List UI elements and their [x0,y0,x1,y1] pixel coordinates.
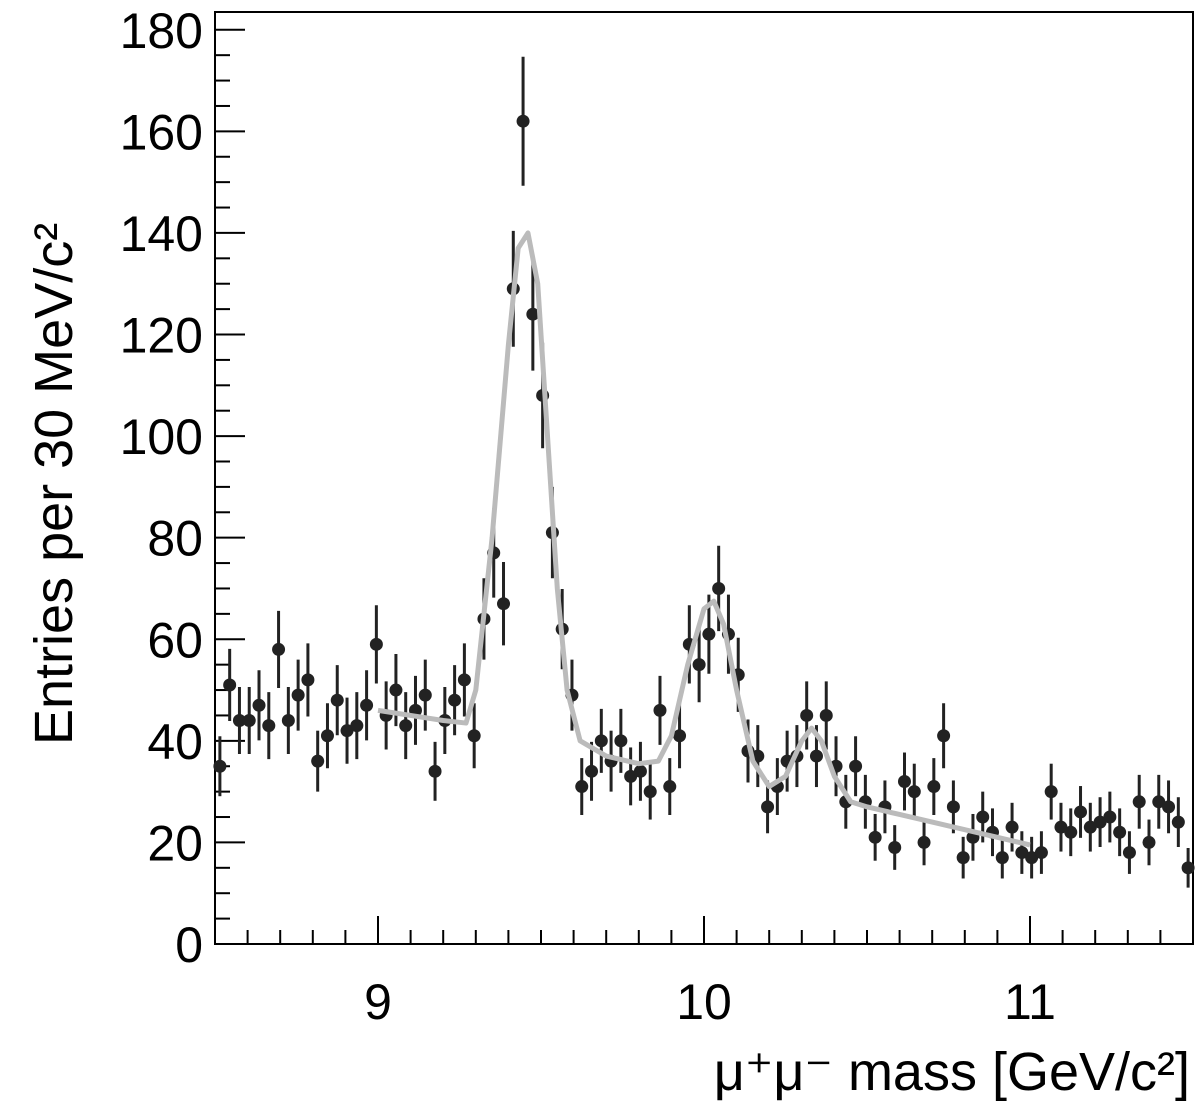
data-point [399,719,413,733]
x-axis-label: μ⁺μ⁻ mass [GeV/c²] [714,1042,1190,1102]
data-point [232,714,246,728]
data-point [761,800,775,814]
data-point [418,688,432,702]
data-point [1044,785,1058,799]
data-point [809,749,823,763]
data-point [927,780,941,794]
data-point [643,785,657,799]
x-tick-label: 9 [364,974,392,1030]
data-point [849,759,863,773]
y-tick-label: 40 [147,714,203,770]
data-point [389,683,403,697]
y-tick-label: 0 [175,917,203,973]
data-point [360,698,374,712]
x-tick-label: 11 [1004,974,1056,1030]
data-point [350,719,364,733]
data-point [1025,851,1039,865]
y-tick-label: 140 [120,206,203,262]
plot-frame [214,11,1194,945]
data-point [692,658,706,672]
data-point [330,693,344,707]
data-point [614,734,628,748]
data-point [262,719,276,733]
data-point [624,769,638,783]
data-point [301,673,315,687]
data-point [457,673,471,687]
data-point [526,307,540,321]
fit-curve [377,230,1031,848]
y-tick-label: 100 [120,409,203,465]
data-point [1054,820,1068,834]
data-point [1113,825,1127,839]
data-point [448,693,462,707]
data-point [1005,820,1019,834]
data-point [252,698,266,712]
data-point [1064,825,1078,839]
data-point [467,729,481,743]
data-point [653,703,667,717]
data-point [1162,800,1176,814]
data-point [340,724,354,738]
data-point [516,114,530,128]
y-tick-label: 120 [120,308,203,364]
data-point [1181,861,1195,875]
data-point [281,714,295,728]
data-point [819,708,833,722]
data-point [937,729,951,743]
data-point [673,729,687,743]
data-point [1103,810,1117,824]
data-point [311,754,325,768]
data-point [1015,846,1029,860]
data-point [272,642,286,656]
y-axis-label: Entries per 30 MeV/c² [24,223,84,745]
y-tick-label: 80 [147,511,203,567]
data-point [497,597,511,611]
data-point [888,840,902,854]
data-point [976,810,990,824]
data-point [995,851,1009,865]
data-point [1083,820,1097,834]
data-point [907,785,921,799]
data-point [594,734,608,748]
y-tick-label: 180 [120,3,203,59]
data-point [712,581,726,595]
data-point [369,637,383,651]
data-point [223,678,237,692]
data-point [946,800,960,814]
y-tick-label: 20 [147,815,203,871]
data-point [1152,795,1166,809]
data-point [633,764,647,778]
data-point [1171,815,1185,829]
data-point [213,759,227,773]
data-point [320,729,334,743]
data-point [575,780,589,794]
data-point [428,764,442,778]
data-point [1142,835,1156,849]
data-point [956,851,970,865]
data-point [1074,805,1088,819]
x-tick-label: 10 [676,974,732,1030]
data-point [868,830,882,844]
data-point [897,774,911,788]
data-point [663,780,677,794]
data-point [702,627,716,641]
data-point [585,764,599,778]
data-point [1093,815,1107,829]
data-point [1034,846,1048,860]
data-point [800,708,814,722]
data-point [242,714,256,728]
y-tick-label: 60 [147,612,203,668]
y-tick-label: 160 [120,104,203,160]
data-point [291,688,305,702]
data-point [1122,846,1136,860]
data-point [917,835,931,849]
data-point [1132,795,1146,809]
